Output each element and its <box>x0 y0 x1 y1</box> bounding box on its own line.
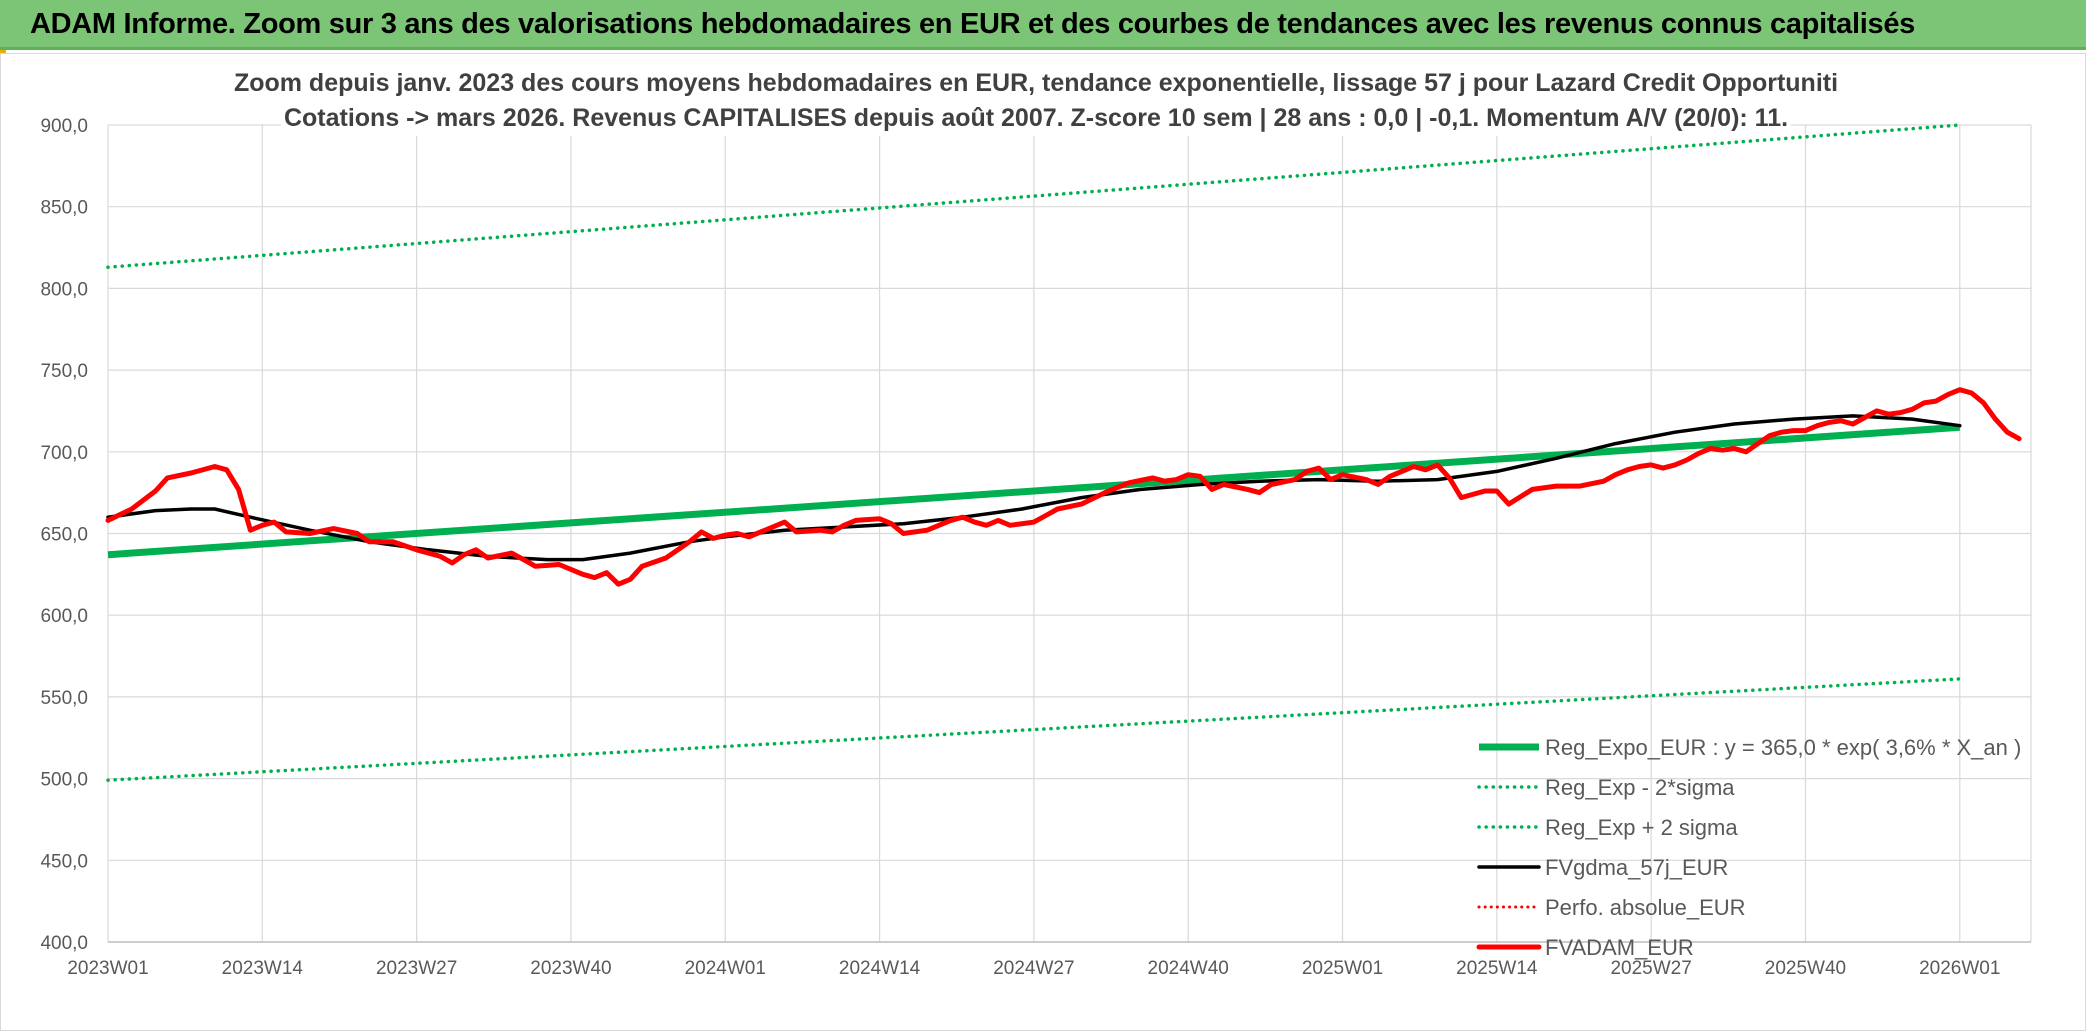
legend-label-reg: Reg_Expo_EUR : y = 365,0 * exp( 3,6% * X… <box>1545 735 2021 760</box>
x-tick-label: 2023W01 <box>67 958 148 979</box>
report-title: ADAM Informe. Zoom sur 3 ans des valoris… <box>30 8 1916 40</box>
x-tick-label: 2023W40 <box>530 958 611 979</box>
report-banner: ADAM Informe. Zoom sur 3 ans des valoris… <box>0 0 2086 50</box>
series-line-reg <box>107 423 1961 559</box>
series-layer <box>105 123 2022 782</box>
chart-title-line-1: Zoom depuis janv. 2023 des cours moyens … <box>234 69 1838 97</box>
x-tick-label: 2023W14 <box>222 958 304 979</box>
y-tick-label: 750,0 <box>40 361 88 382</box>
legend: Reg_Expo_EUR : y = 365,0 * exp( 3,6% * X… <box>1476 735 2021 960</box>
legend-label-perf: Perfo. absolue_EUR <box>1545 895 1746 920</box>
y-tick-label: 850,0 <box>40 198 88 219</box>
y-tick-label: 650,0 <box>40 525 88 546</box>
x-tick-label: 2025W01 <box>1302 958 1383 979</box>
x-tick-label: 2025W40 <box>1765 958 1846 979</box>
chart-title-line-2: Cotations -> mars 2026. Revenus CAPITALI… <box>284 104 1788 132</box>
chart-area: Zoom depuis janv. 2023 des cours moyens … <box>40 61 2032 979</box>
series-line-fvadam <box>105 387 2022 587</box>
x-tick-label: 2025W14 <box>1456 958 1538 979</box>
x-tick-label: 2026W01 <box>1919 958 2000 979</box>
title-background <box>281 61 1791 136</box>
x-tick-label: 2025W27 <box>1610 958 1691 979</box>
y-tick-label: 450,0 <box>40 851 88 872</box>
y-tick-label: 600,0 <box>40 606 88 627</box>
chart-frame: Zoom depuis janv. 2023 des cours moyens … <box>0 53 2086 1031</box>
y-tick-label: 700,0 <box>40 443 88 464</box>
series-line-plus <box>106 123 1962 269</box>
x-tick-label: 2024W40 <box>1148 958 1229 979</box>
accent-bar <box>0 50 6 53</box>
y-tick-label: 500,0 <box>40 770 88 791</box>
x-tick-label: 2024W01 <box>685 958 766 979</box>
x-tick-label: 2024W14 <box>839 958 921 979</box>
x-tick-label: 2023W27 <box>376 958 457 979</box>
y-tick-label: 800,0 <box>40 279 88 300</box>
y-tick-label: 900,0 <box>40 116 88 137</box>
x-tick-label: 2024W27 <box>993 958 1074 979</box>
x-axis: 2023W01 2023W14 2023W27 2023W40 2024W01 2024W… <box>67 958 2000 979</box>
legend-label-minus: Reg_Exp - 2*sigma <box>1545 775 1735 800</box>
legend-label-fvadam: FVADAM_EUR <box>1545 935 1694 960</box>
y-axis: 400,0 450,0 500,0 550,0 600,0 650,0 700,0 750,0… <box>40 116 88 954</box>
y-tick-label: 400,0 <box>40 933 88 954</box>
legend-label-fv57: FVgdma_57j_EUR <box>1545 855 1728 880</box>
chart-title: Zoom depuis janv. 2023 des cours moyens … <box>234 61 1838 136</box>
y-tick-label: 550,0 <box>40 688 88 709</box>
legend-label-plus: Reg_Exp + 2 sigma <box>1545 815 1738 840</box>
